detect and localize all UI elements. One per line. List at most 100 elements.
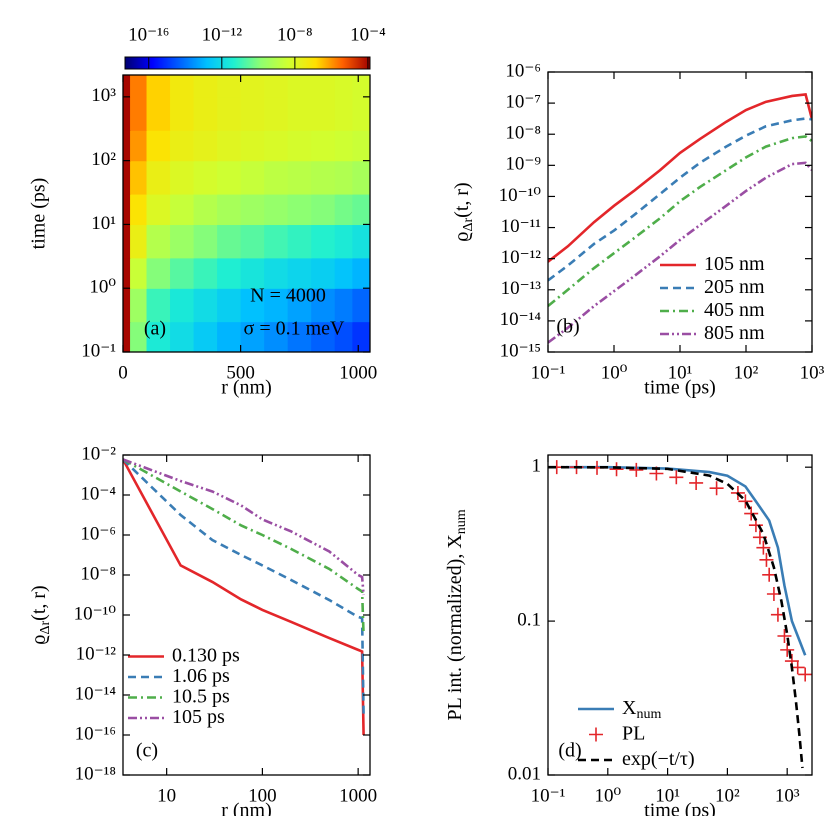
heat-cell bbox=[217, 130, 242, 162]
heat-cell bbox=[240, 257, 265, 289]
colorbar-tick-label: 10⁻¹⁶ bbox=[128, 24, 169, 45]
heat-cell bbox=[193, 321, 218, 352]
heat-cell bbox=[170, 160, 195, 195]
heat-cell bbox=[146, 193, 171, 226]
heat-cell bbox=[240, 75, 265, 98]
heat-cell bbox=[287, 288, 312, 323]
heat-cell bbox=[170, 130, 195, 162]
x-tick-label: 10² bbox=[734, 362, 759, 383]
legend-name: exp(−t/τ) bbox=[622, 748, 695, 770]
y-tick-label: 10⁻² bbox=[81, 443, 116, 464]
legend-name: 0.130 ps bbox=[172, 644, 240, 666]
legend-name: 1.06 ps bbox=[172, 665, 230, 687]
y-tick-label: 10⁻¹⁰ bbox=[74, 603, 117, 624]
y-tick-label: 10⁻¹⁸ bbox=[75, 763, 116, 784]
heat-cell bbox=[146, 224, 171, 259]
y-tick-label: 10⁻⁶ bbox=[80, 523, 116, 544]
legend-name: 105 nm bbox=[704, 253, 765, 275]
heat-cell bbox=[287, 193, 312, 226]
heat-cell bbox=[311, 224, 336, 259]
y-tick-label: 10⁻¹⁴ bbox=[75, 683, 117, 704]
y-tick-label: 10⁰ bbox=[89, 277, 116, 298]
plot-area bbox=[123, 458, 365, 736]
heat-cell bbox=[146, 288, 171, 323]
heat-cell bbox=[217, 257, 242, 289]
heat-cell bbox=[130, 96, 148, 131]
heat-cell bbox=[130, 257, 148, 289]
marker bbox=[709, 481, 724, 496]
heat-cell bbox=[193, 75, 218, 98]
y-axis-label-part: (t, r) bbox=[451, 182, 473, 218]
heat-cell bbox=[123, 75, 131, 98]
axes-frame bbox=[122, 454, 371, 776]
heat-cell bbox=[334, 75, 353, 98]
legend-name: 205 nm bbox=[704, 276, 765, 298]
y-tick-label: 10⁻¹⁵ bbox=[500, 340, 541, 361]
legend-name-sub: num bbox=[636, 707, 661, 722]
panel-label: (d) bbox=[558, 740, 581, 762]
colorbar bbox=[124, 56, 371, 70]
heat-cell bbox=[240, 321, 265, 352]
series-line bbox=[123, 458, 365, 596]
heat-cell bbox=[217, 160, 242, 195]
annotation: σ = 0.1 meV bbox=[244, 318, 345, 340]
axes-frame bbox=[547, 454, 813, 776]
annotation: N = 4000 bbox=[250, 285, 326, 307]
heat-cell bbox=[146, 75, 171, 98]
legend-label: 1.06 ps bbox=[172, 665, 230, 687]
x-tick-label: 10 bbox=[157, 785, 176, 806]
colorbar-tick-label: 10⁻⁸ bbox=[277, 24, 313, 45]
heat-cell bbox=[287, 130, 312, 162]
heat-cell bbox=[146, 96, 171, 131]
colorbar-tick-label: 10⁻¹² bbox=[202, 24, 243, 45]
series-line bbox=[548, 465, 804, 769]
legend-label: PL bbox=[622, 722, 645, 744]
heat-cell bbox=[264, 224, 289, 259]
heat-cell bbox=[170, 96, 195, 131]
y-tick-label: 10⁻⁸ bbox=[505, 123, 541, 144]
heat-cell bbox=[264, 160, 289, 195]
legend-name: 10.5 ps bbox=[172, 685, 230, 707]
y-axis-label: ϱΔr(t, r) bbox=[28, 585, 54, 644]
series-line bbox=[123, 458, 365, 716]
heat-cell bbox=[311, 75, 336, 98]
heat-cell bbox=[146, 321, 171, 352]
series-line bbox=[548, 161, 812, 344]
heat-cell bbox=[311, 96, 336, 131]
y-axis-label: time (ps) bbox=[28, 178, 50, 250]
heat-cell bbox=[146, 130, 171, 162]
heat-cell bbox=[217, 224, 242, 259]
heat-cell bbox=[193, 257, 218, 289]
heat-cell bbox=[287, 257, 312, 289]
y-tick-label: 0.01 bbox=[508, 763, 541, 784]
marker bbox=[689, 475, 704, 490]
heat-cell bbox=[123, 193, 131, 226]
heat-cell bbox=[264, 96, 289, 131]
plot-area bbox=[548, 93, 812, 344]
heat-cell bbox=[287, 96, 312, 131]
heat-cell bbox=[334, 288, 353, 323]
heat-cell bbox=[123, 321, 131, 352]
marker bbox=[777, 629, 792, 644]
heat-cell bbox=[264, 75, 289, 98]
y-tick-label: 1 bbox=[532, 456, 542, 477]
heat-cell bbox=[130, 321, 148, 352]
heat-cell bbox=[170, 193, 195, 226]
y-axis-label-part: PL int. (normalized), X bbox=[444, 534, 466, 721]
marker bbox=[762, 567, 777, 582]
heat-cell bbox=[352, 224, 370, 259]
heat-cell bbox=[311, 130, 336, 162]
legend-label: 205 nm bbox=[704, 276, 765, 298]
heat-cell bbox=[217, 288, 242, 323]
y-axis-label: ϱΔr(t, r) bbox=[451, 182, 477, 241]
legend-marker bbox=[589, 727, 603, 742]
heat-cell bbox=[264, 193, 289, 226]
y-tick-label: 10⁻¹⁶ bbox=[75, 723, 116, 744]
legend-name: 805 nm bbox=[704, 322, 765, 344]
heat-cell bbox=[264, 321, 289, 352]
heat-cell bbox=[334, 193, 353, 226]
